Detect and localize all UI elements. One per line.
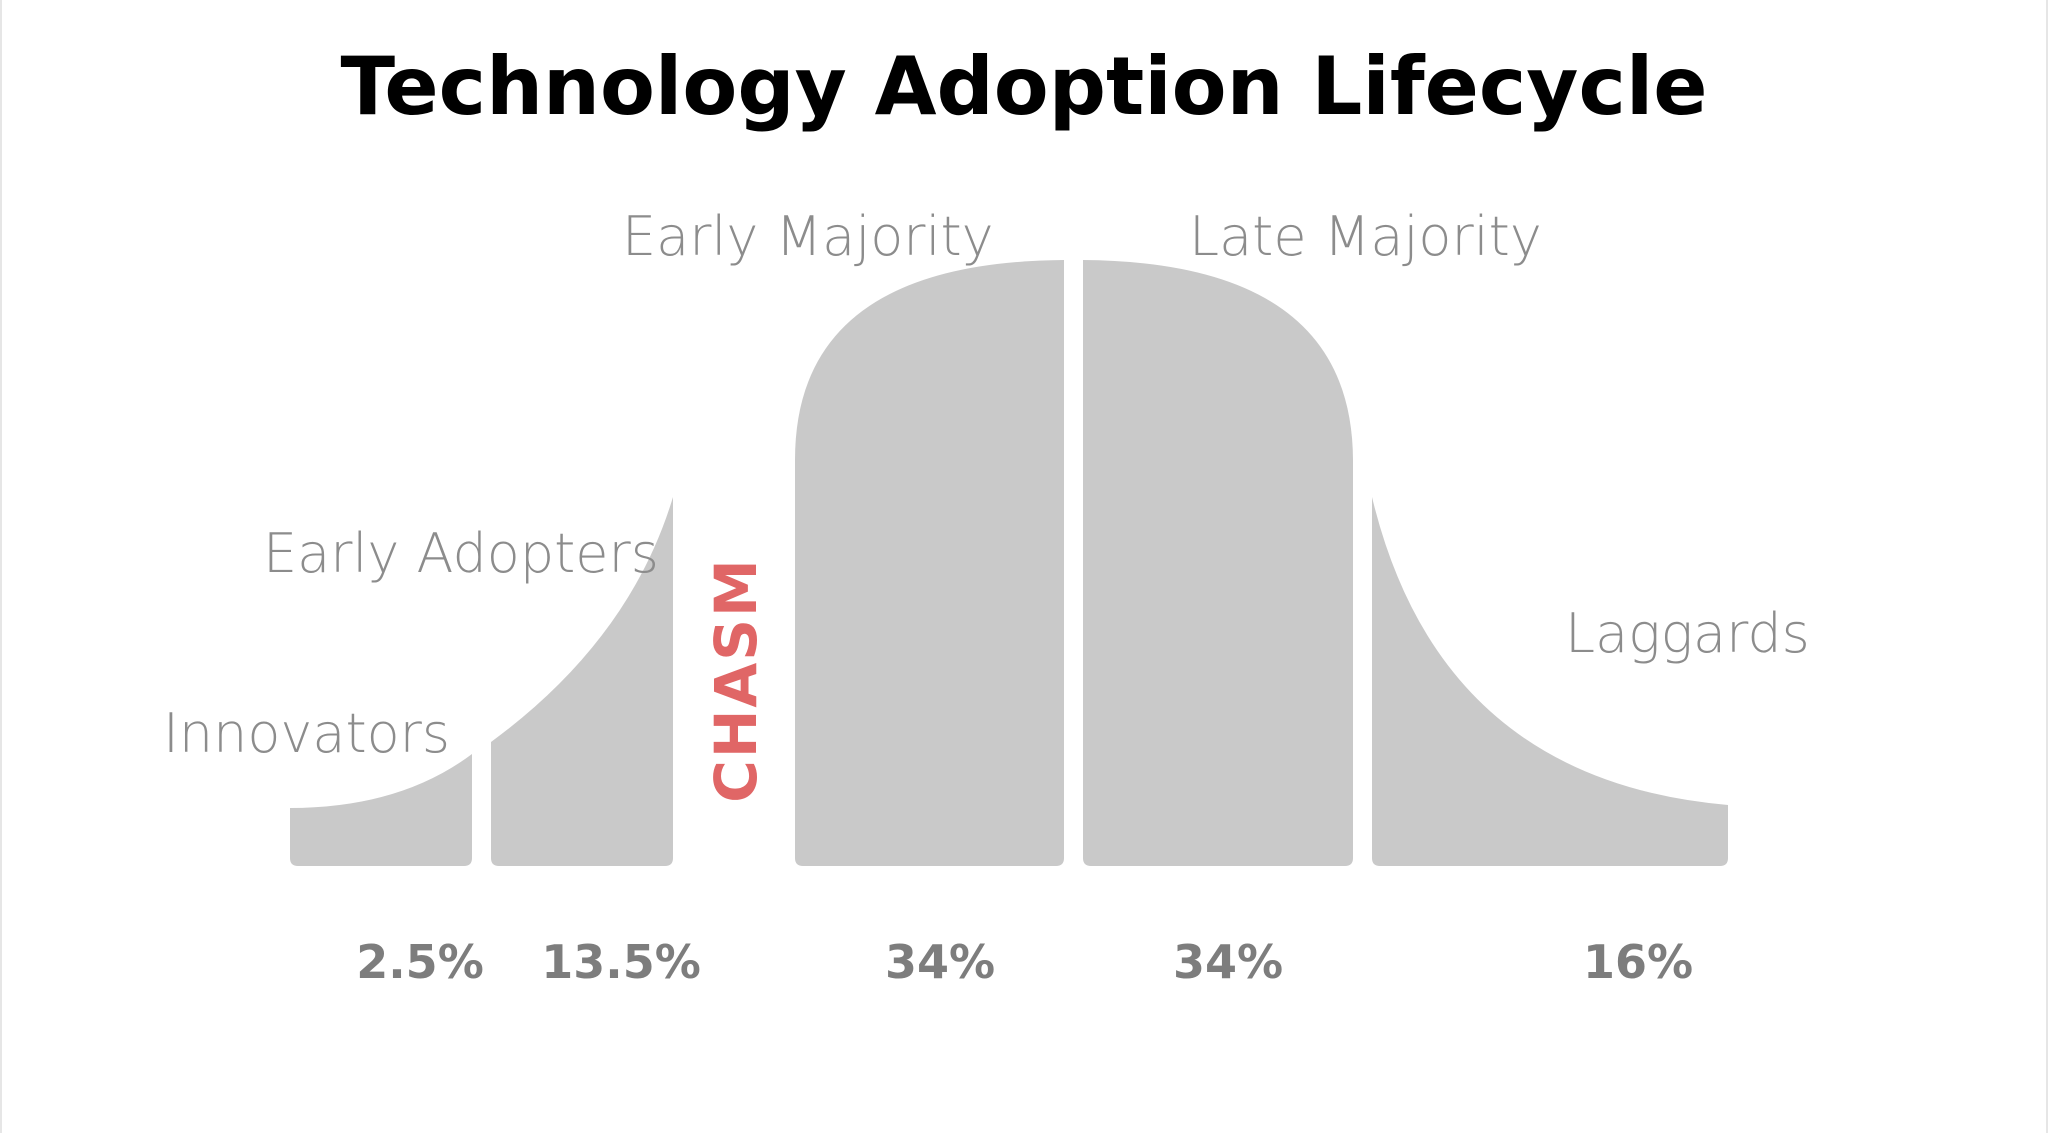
label-innovators: Innovators xyxy=(163,702,450,765)
segment-late-majority xyxy=(1083,260,1353,866)
label-early-adopters: Early Adopters xyxy=(263,522,659,585)
label-late-majority: Late Majority xyxy=(1189,205,1542,268)
label-laggards: Laggards xyxy=(1565,602,1810,665)
chasm-label: CHASM xyxy=(702,557,770,802)
segment-laggards xyxy=(1372,497,1728,866)
segment-early-majority xyxy=(795,260,1064,866)
segment-innovators xyxy=(290,754,472,866)
percent-innovators: 2.5% xyxy=(356,935,484,989)
percent-late-majority: 34% xyxy=(1173,935,1283,989)
percent-laggards: 16% xyxy=(1583,935,1693,989)
percent-early-adopters: 13.5% xyxy=(541,935,701,989)
percent-early-majority: 34% xyxy=(885,935,995,989)
diagram-title: Technology Adoption Lifecycle xyxy=(340,40,1708,133)
segment-early-adopters xyxy=(491,497,673,866)
label-early-majority: Early Majority xyxy=(622,205,994,268)
